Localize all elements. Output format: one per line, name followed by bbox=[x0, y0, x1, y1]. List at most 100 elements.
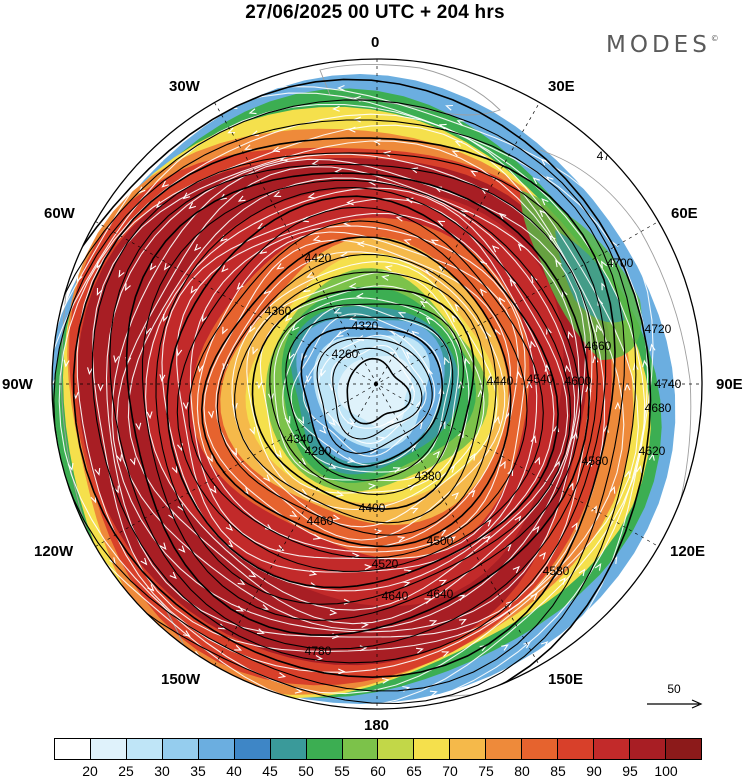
contour-label: 4740 bbox=[655, 377, 682, 391]
streamline-arrow bbox=[264, 524, 273, 531]
streamline-arrow bbox=[411, 330, 419, 338]
streamline-arrow bbox=[532, 525, 540, 534]
streamline-arrow bbox=[169, 571, 177, 580]
colorbar-swatch bbox=[198, 739, 235, 759]
streamline-arrow bbox=[275, 450, 283, 458]
streamline-arrow bbox=[229, 103, 238, 110]
streamline-arrow bbox=[381, 274, 390, 281]
streamline-arrow bbox=[459, 618, 467, 625]
colorbar-tick-label: 85 bbox=[550, 763, 566, 779]
streamline-arrow bbox=[147, 584, 155, 592]
streamline-arrow bbox=[96, 260, 103, 269]
streamline-arrow bbox=[439, 579, 447, 586]
streamline-arrow bbox=[571, 522, 578, 530]
streamline-arrow bbox=[288, 351, 295, 360]
streamline-arrow bbox=[544, 364, 551, 372]
streamline-arrow bbox=[116, 454, 123, 463]
streamline-arrow bbox=[234, 644, 243, 651]
streamline-arrow bbox=[514, 515, 522, 524]
streamline-arrow bbox=[532, 177, 541, 185]
streamline-arrow bbox=[263, 474, 271, 482]
height-contour bbox=[200, 236, 512, 548]
streamline-arrow bbox=[534, 456, 541, 465]
streamline-arrow bbox=[384, 265, 393, 272]
streamline-arrow bbox=[454, 303, 462, 312]
contour-label: 4520 bbox=[372, 557, 399, 571]
streamline-arrow bbox=[135, 422, 142, 431]
streamline-arrow bbox=[222, 326, 228, 335]
streamline-arrow bbox=[63, 359, 70, 368]
streamline-arrow bbox=[429, 690, 438, 697]
contour-label: 4580 bbox=[543, 564, 570, 578]
streamline bbox=[145, 187, 569, 611]
streamline-arrow bbox=[272, 146, 281, 153]
streamline-arrow bbox=[347, 457, 356, 463]
streamline-arrow bbox=[178, 545, 186, 553]
streamline-arrow bbox=[445, 104, 453, 111]
streamline bbox=[196, 231, 519, 553]
streamline bbox=[52, 103, 646, 708]
streamline-arrow bbox=[448, 536, 456, 543]
streamline-arrow bbox=[312, 235, 321, 242]
contour-label: 4400 bbox=[359, 501, 386, 515]
streamline-arrow bbox=[124, 283, 131, 292]
colorbar-swatch bbox=[450, 739, 487, 759]
streamline-arrow bbox=[541, 198, 549, 206]
streamline-arrow bbox=[218, 623, 226, 630]
streamline-arrow bbox=[190, 286, 197, 294]
streamline-arrow bbox=[346, 199, 354, 206]
streamline-arrow bbox=[87, 367, 94, 376]
colorbar-swatch bbox=[378, 739, 415, 759]
streamline-arrow bbox=[392, 467, 401, 473]
wind-speed-colorbar bbox=[54, 738, 702, 760]
streamline-arrow bbox=[332, 105, 340, 112]
streamline-arrow bbox=[76, 274, 83, 283]
streamline-arrow bbox=[523, 641, 531, 649]
streamline-arrow bbox=[132, 621, 141, 629]
streamline-arrow bbox=[236, 282, 244, 290]
streamline-arrow bbox=[227, 127, 236, 134]
streamline-arrow bbox=[347, 418, 355, 425]
longitude-label-120e: 120E bbox=[670, 543, 706, 560]
streamline-arrow bbox=[29, 455, 35, 462]
streamline-arrow bbox=[159, 542, 167, 550]
longitude-label-180: 180 bbox=[364, 717, 390, 734]
streamline-arrow bbox=[457, 594, 466, 601]
streamline bbox=[259, 285, 470, 494]
streamline-arrow bbox=[135, 640, 144, 648]
longitude-label-30e: 30E bbox=[548, 78, 575, 95]
colorbar-tick-label: 35 bbox=[190, 763, 206, 779]
streamline-arrow bbox=[320, 368, 327, 377]
streamline-arrow bbox=[207, 454, 213, 463]
streamline-arrow bbox=[319, 426, 327, 434]
colorbar-swatch bbox=[55, 739, 91, 759]
streamline-arrow bbox=[419, 300, 428, 308]
height-contour bbox=[176, 206, 544, 572]
streamline-arrow bbox=[96, 288, 103, 296]
streamline-arrow bbox=[197, 364, 204, 373]
longitude-label-60w: 60W bbox=[44, 205, 75, 222]
colorbar-swatch bbox=[162, 739, 199, 759]
streamline-arrow bbox=[129, 457, 136, 466]
contour-label: 4360 bbox=[265, 304, 292, 318]
contour-label: 4600 bbox=[565, 374, 592, 388]
streamline-arrow bbox=[339, 715, 345, 720]
contour-label: 4680 bbox=[645, 401, 672, 415]
streamline-arrow bbox=[335, 331, 344, 338]
north-pole-marker bbox=[373, 381, 379, 387]
streamline-arrow bbox=[237, 195, 246, 202]
contour-label: 4260 bbox=[332, 347, 359, 361]
streamline-arrow bbox=[405, 351, 413, 359]
streamline-arrow bbox=[415, 647, 424, 654]
streamline-arrow bbox=[349, 348, 357, 356]
streamline-arrow bbox=[231, 695, 239, 702]
streamline-arrow bbox=[39, 438, 45, 445]
streamline bbox=[246, 271, 485, 511]
streamline-arrow bbox=[427, 367, 433, 376]
streamline-arrow bbox=[332, 514, 341, 521]
streamline-arrow bbox=[429, 620, 438, 626]
streamline-arrow bbox=[381, 677, 390, 684]
streamline-arrow bbox=[509, 278, 517, 287]
streamline-arrow bbox=[451, 150, 460, 157]
streamline-arrow bbox=[437, 220, 446, 227]
